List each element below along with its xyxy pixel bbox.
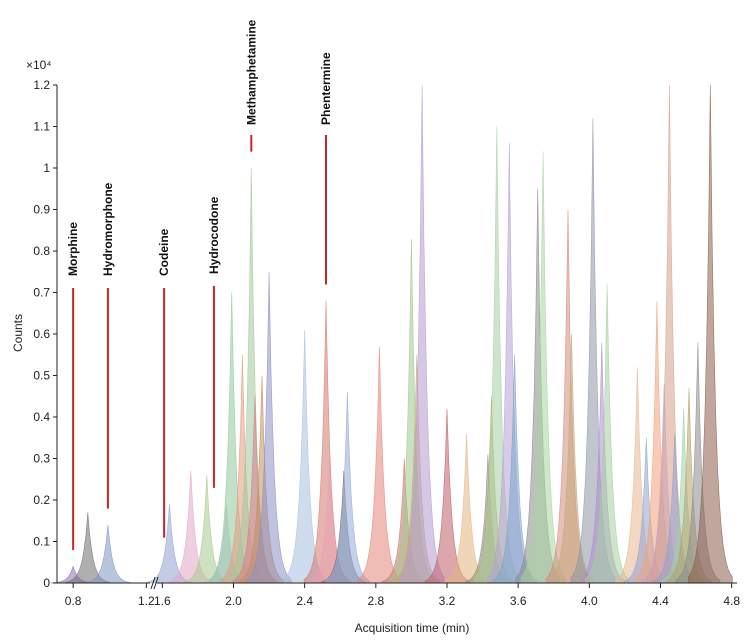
- y-tick-label-2: 0.2: [33, 493, 50, 507]
- peak-46: [688, 84, 733, 584]
- x-tick-label-1-5: 3.6: [510, 594, 527, 608]
- x-tick-label-1-8: 4.8: [723, 594, 740, 608]
- x-tick-label-1-4: 3.2: [439, 594, 456, 608]
- peaks-layer: [50, 84, 733, 584]
- y-tick-label-4: 0.4: [33, 410, 50, 424]
- y-tick-label-8: 0.8: [33, 244, 50, 258]
- axis-break-1: [153, 576, 159, 590]
- y-axis-title: Counts: [11, 314, 25, 352]
- y-tick-label-10: 1: [43, 161, 50, 175]
- annotations-layer: Morphine Hydromorphone Codeine Hydrocodone M…: [66, 19, 333, 551]
- x-tick-label-1-7: 4.4: [652, 594, 669, 608]
- y-tick-label-6: 0.6: [33, 327, 50, 341]
- annotation-label-5: Phentermine: [319, 52, 333, 125]
- x-axis-title: Acquisition time (min): [355, 621, 470, 635]
- y-tick-label-7: 0.7: [33, 286, 50, 300]
- peak-2: [85, 524, 131, 584]
- y-tick-label-12: 1.2: [33, 78, 50, 92]
- annotation-label-4: Methamphetamine: [244, 19, 258, 125]
- x-tick-label-1-2: 2.4: [296, 594, 313, 608]
- y-tick-label-0: 0: [43, 576, 50, 590]
- y-axis-multiplier: ×10⁴: [26, 58, 52, 72]
- axes-layer: 0 0.1 0.2 0.3 0.4 0.5 0.6 0.7 0.8 0.9 1 1.1 1.2 0.8 1.…: [33, 78, 740, 608]
- peak-12: [246, 271, 292, 584]
- y-tick-label-3: 0.3: [33, 452, 50, 466]
- annotation-label-2: Codeine: [157, 228, 171, 276]
- x-tick-label-1-0: 1.6: [154, 594, 171, 608]
- annotation-label-3: Hydrocodone: [207, 196, 221, 274]
- x-tick-label-1-6: 4.0: [581, 594, 598, 608]
- x-tick-label-0-0: 0.8: [65, 594, 82, 608]
- annotation-label-1: Hydromorphone: [101, 182, 115, 276]
- y-tick-label-11: 1.1: [33, 120, 50, 134]
- chart-plot-area: 0 0.1 0.2 0.3 0.4 0.5 0.6 0.7 0.8 0.9 1 1.1 1.2 0.8 1.…: [33, 19, 740, 608]
- y-tick-label-1: 0.1: [33, 535, 50, 549]
- y-tick-label-9: 0.9: [33, 203, 50, 217]
- peak-18: [357, 346, 402, 584]
- y-tick-label-5: 0.5: [33, 369, 50, 383]
- x-tick-label-1-1: 2.0: [225, 594, 242, 608]
- peak-31: [520, 151, 566, 584]
- annotation-label-0: Morphine: [66, 222, 80, 276]
- x-tick-label-0-1: 1.2: [138, 594, 155, 608]
- axis-break-0: [150, 576, 156, 590]
- x-tick-label-1-3: 2.8: [367, 594, 384, 608]
